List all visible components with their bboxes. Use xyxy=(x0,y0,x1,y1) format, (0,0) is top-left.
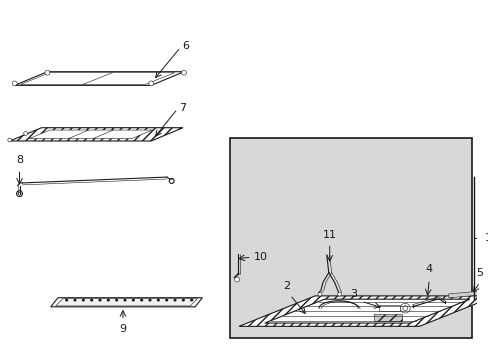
Text: 3: 3 xyxy=(349,289,356,300)
Text: 11: 11 xyxy=(322,230,336,239)
Bar xyxy=(374,314,401,321)
Circle shape xyxy=(402,306,407,311)
Circle shape xyxy=(181,70,186,75)
Polygon shape xyxy=(20,73,174,85)
Circle shape xyxy=(317,292,321,296)
Text: 8: 8 xyxy=(16,156,23,165)
Polygon shape xyxy=(10,128,183,141)
Circle shape xyxy=(337,292,341,296)
Text: 6: 6 xyxy=(182,41,189,51)
Polygon shape xyxy=(264,299,469,323)
Circle shape xyxy=(169,179,174,183)
Text: 9: 9 xyxy=(119,324,126,334)
Polygon shape xyxy=(15,72,183,85)
Text: 4: 4 xyxy=(425,265,432,274)
Circle shape xyxy=(400,303,409,313)
Text: 5: 5 xyxy=(475,268,483,278)
Polygon shape xyxy=(51,298,202,307)
Circle shape xyxy=(148,81,153,86)
Circle shape xyxy=(17,191,22,197)
Polygon shape xyxy=(56,298,197,306)
Polygon shape xyxy=(239,296,488,326)
Circle shape xyxy=(8,138,12,142)
Circle shape xyxy=(12,81,17,86)
Text: 10: 10 xyxy=(253,252,267,262)
Bar xyxy=(378,305,400,311)
Circle shape xyxy=(18,192,21,195)
Circle shape xyxy=(24,131,28,135)
Text: 2: 2 xyxy=(282,281,289,291)
Circle shape xyxy=(234,277,239,282)
Bar xyxy=(230,138,471,338)
Text: 7: 7 xyxy=(179,103,186,113)
Polygon shape xyxy=(29,130,152,139)
Circle shape xyxy=(45,70,50,75)
Text: 1: 1 xyxy=(484,233,488,243)
Polygon shape xyxy=(448,291,480,298)
